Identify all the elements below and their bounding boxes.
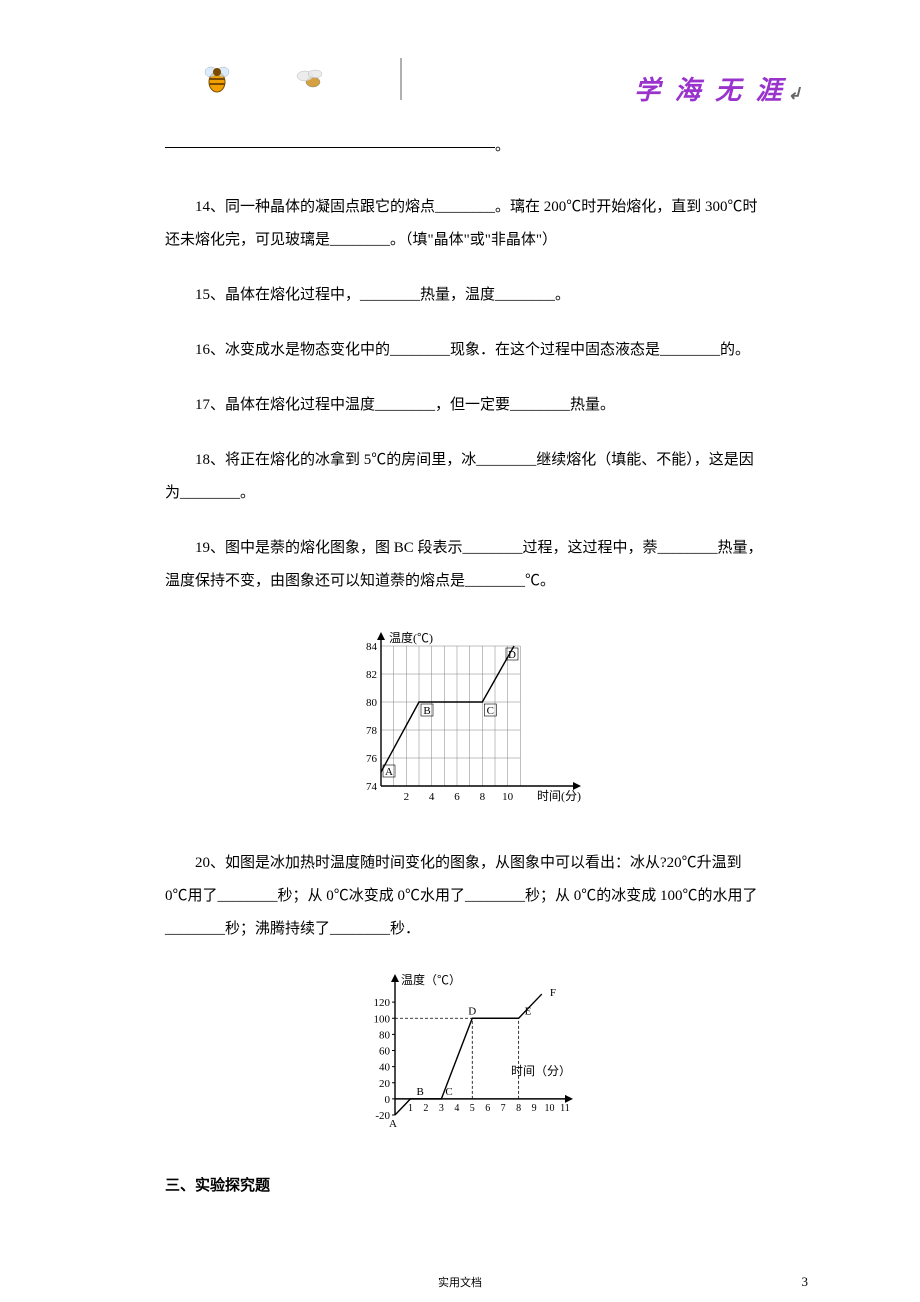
svg-text:76: 76 [366,753,378,765]
question-18: 18、将正在熔化的冰拿到 5℃的房间里，冰________继续熔化（填能、不能）… [165,444,765,510]
svg-text:D: D [508,649,516,661]
svg-text:7: 7 [501,1103,506,1114]
svg-text:B: B [416,1086,423,1098]
svg-text:100: 100 [374,1013,391,1025]
svg-text:80: 80 [379,1029,391,1041]
svg-text:A: A [389,1118,397,1130]
naphthalene-melting-chart: 74 76 78 80 82 84 2 4 6 8 10 温度(℃) 时间(分) A B C D [345,620,585,810]
svg-text:2: 2 [423,1103,428,1114]
svg-text:84: 84 [366,641,378,653]
svg-text:11: 11 [560,1103,570,1114]
svg-text:4: 4 [454,1103,459,1114]
svg-text:10: 10 [502,791,514,803]
header-divider [400,58,402,100]
svg-text:9: 9 [532,1103,537,1114]
chart-2-container: -200204060801001201234567891011温度（℃）时间（分… [165,968,765,1146]
svg-text:4: 4 [429,791,435,803]
svg-text:A: A [385,766,393,778]
question-14: 14、同一种晶体的凝固点跟它的熔点________。璃在 200℃时开始熔化，直… [165,191,765,257]
page-number: 3 [802,1274,809,1290]
svg-text:2: 2 [404,791,410,803]
first-line: 。 [165,130,765,163]
svg-text:80: 80 [366,697,378,709]
page-header: 学 海 无 涯↲ [0,0,920,100]
footer: 实用文档 [0,1274,920,1290]
svg-text:温度(℃): 温度(℃) [389,630,433,645]
svg-text:8: 8 [516,1103,521,1114]
svg-text:78: 78 [366,725,378,737]
svg-text:5: 5 [470,1103,475,1114]
section-3-title: 三、实验探究题 [165,1170,765,1203]
question-17: 17、晶体在熔化过程中温度________，但一定要________热量。 [165,389,765,422]
svg-text:时间（分）: 时间（分） [511,1064,571,1078]
bee-small-icon [293,68,325,95]
svg-text:D: D [468,1005,476,1017]
motto-text: 学 海 无 涯↲ [634,70,805,107]
svg-text:时间(分): 时间(分) [537,789,581,803]
svg-text:6: 6 [485,1103,490,1114]
svg-text:6: 6 [454,791,460,803]
question-15: 15、晶体在熔化过程中，________热量，温度________。 [165,279,765,312]
svg-text:82: 82 [366,669,377,681]
svg-text:3: 3 [439,1103,444,1114]
ice-heating-chart: -200204060801001201234567891011温度（℃）时间（分… [355,968,575,1133]
svg-text:温度（℃）: 温度（℃） [401,972,461,987]
svg-text:E: E [525,1005,532,1017]
svg-text:F: F [550,987,556,999]
svg-text:C: C [445,1086,452,1098]
svg-text:74: 74 [366,781,378,793]
svg-text:B: B [423,705,430,717]
svg-text:1: 1 [408,1103,413,1114]
bee-icon [201,62,233,99]
svg-text:20: 20 [379,1078,391,1090]
svg-text:C: C [487,705,494,717]
arrow-icon: ↲ [788,86,805,103]
svg-text:60: 60 [379,1046,391,1058]
svg-text:0: 0 [385,1094,391,1106]
question-20: 20、如图是冰加热时温度随时间变化的图象，从图象中可以看出：冰从?20℃升温到 … [165,847,765,946]
chart-1-container: 74 76 78 80 82 84 2 4 6 8 10 温度(℃) 时间(分) A B C D [165,620,765,823]
svg-text:40: 40 [379,1062,391,1074]
svg-text:8: 8 [480,791,486,803]
question-19: 19、图中是萘的熔化图象，图 BC 段表示________过程，这过程中，萘__… [165,532,765,598]
question-16: 16、冰变成水是物态变化中的________现象．在这个过程中固态液态是____… [165,334,765,367]
svg-text:10: 10 [545,1103,555,1114]
page-content: 。 14、同一种晶体的凝固点跟它的熔点________。璃在 200℃时开始熔化… [0,100,920,1203]
footer-label: 实用文档 [438,1277,482,1289]
svg-text:120: 120 [374,997,391,1009]
